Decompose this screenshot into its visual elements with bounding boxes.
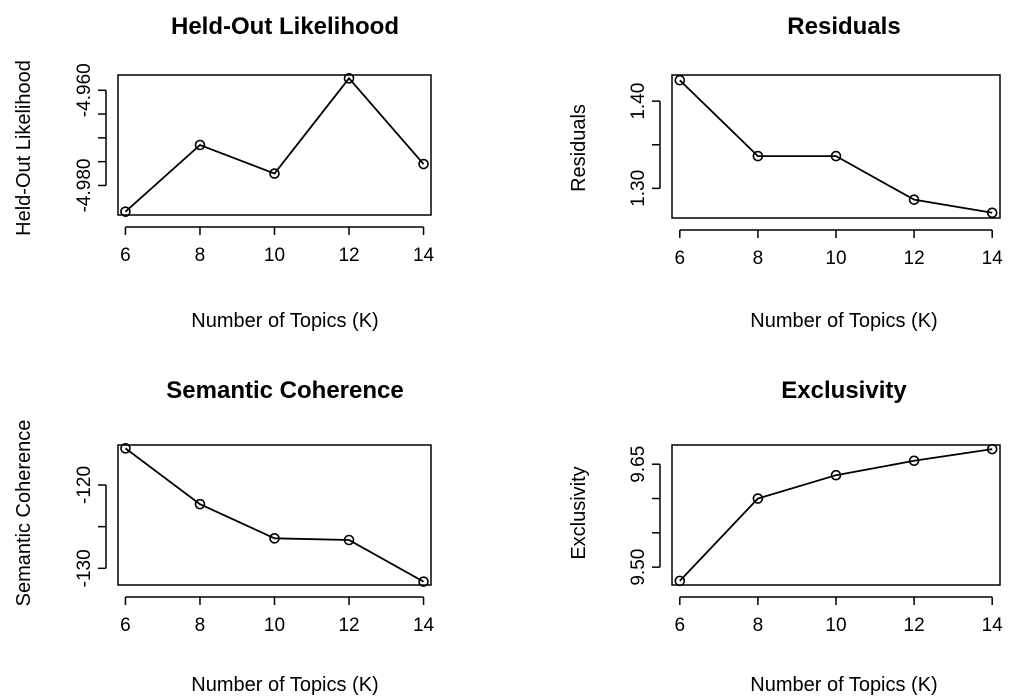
y-axis-label: Residuals (568, 104, 590, 192)
x-tick-label: 6 (675, 248, 686, 269)
x-axis-label: Number of Topics (K) (750, 310, 937, 332)
data-point (343, 534, 355, 546)
x-tick-label: 6 (120, 245, 131, 266)
y-tick-label: 9.50 (628, 549, 649, 586)
x-tick-label: 8 (195, 245, 206, 266)
data-point (986, 207, 998, 219)
data-point (120, 443, 131, 454)
chart-title: Residuals (787, 13, 900, 40)
data-point (269, 168, 280, 179)
plot-area: 6 8 10 12 14 -120 -130 (74, 443, 435, 636)
series-line (679, 448, 993, 582)
residuals-plot: Residuals Residuals Number of Topics (K)… (568, 13, 1004, 332)
x-tick-label: 14 (413, 615, 435, 636)
y-axis-label: Semantic Coherence (13, 420, 35, 607)
x-axis-label: Number of Topics (K) (750, 674, 937, 696)
chart-title: Exclusivity (781, 377, 907, 404)
semantic-coherence-panel: Semantic Coherence Semantic Coherence Nu… (0, 350, 505, 699)
data-point (120, 206, 131, 217)
data-point (674, 74, 686, 86)
x-tick-label: 12 (904, 248, 925, 269)
y-axis-label: Exclusivity (568, 466, 590, 559)
exclusivity-panel: Exclusivity Exclusivity Number of Topics… (506, 350, 1011, 699)
x-tick-label: 10 (825, 615, 846, 636)
data-point (908, 455, 920, 467)
x-tick-label: 14 (413, 245, 435, 266)
x-tick-label: 12 (338, 615, 359, 636)
x-tick-label: 8 (753, 248, 764, 269)
x-axis-label: Number of Topics (K) (191, 310, 378, 332)
data-point (343, 73, 355, 84)
data-point (418, 158, 429, 170)
y-tick-label: -130 (74, 549, 95, 587)
x-tick-label: 10 (264, 615, 285, 636)
x-tick-label: 8 (195, 615, 206, 636)
plot-area: 6 8 10 12 14 9.50 9.65 (628, 443, 1004, 636)
x-tick-label: 6 (675, 615, 686, 636)
held-out-likelihood-plot: Held-Out Likelihood Held-Out Likelihood … (13, 13, 435, 332)
y-tick-label: 1.30 (628, 170, 649, 207)
held-out-likelihood-panel: Held-Out Likelihood Held-Out Likelihood … (0, 0, 505, 349)
data-point (194, 498, 206, 510)
x-tick-label: 10 (264, 245, 285, 266)
x-tick-label: 10 (825, 248, 846, 269)
plot-area: 6 8 10 12 14 -4.960 -4.980 (74, 63, 435, 266)
x-tick-label: 12 (904, 615, 925, 636)
data-point (752, 150, 764, 162)
data-point (418, 576, 429, 587)
data-point (830, 150, 842, 162)
residuals-panel: Residuals Residuals Number of Topics (K)… (506, 0, 1011, 349)
y-tick-label: 9.65 (628, 446, 649, 483)
y-tick-label: 1.40 (628, 83, 649, 120)
data-point (752, 493, 764, 504)
chart-title: Held-Out Likelihood (171, 13, 399, 40)
plot-frame (117, 444, 432, 586)
semantic-coherence-plot: Semantic Coherence Semantic Coherence Nu… (13, 377, 435, 696)
x-tick-label: 6 (120, 615, 131, 636)
y-axis-label: Held-Out Likelihood (13, 60, 35, 236)
plot-area: 6 8 10 12 14 1.30 1.40 (628, 74, 1004, 269)
data-point (194, 139, 206, 151)
plot-frame (671, 74, 1001, 219)
series-line (124, 447, 424, 583)
plot-frame (117, 74, 432, 216)
data-point (908, 194, 920, 205)
data-point (986, 443, 998, 455)
plot-frame (671, 444, 1001, 586)
x-tick-label: 14 (982, 615, 1004, 636)
x-axis-label: Number of Topics (K) (191, 674, 378, 696)
y-tick-label: -120 (74, 466, 95, 504)
x-tick-label: 8 (753, 615, 764, 636)
exclusivity-plot: Exclusivity Exclusivity Number of Topics… (568, 377, 1004, 696)
chart-title: Semantic Coherence (166, 377, 403, 404)
y-tick-label: -4.980 (74, 159, 95, 213)
data-point (830, 469, 842, 481)
series-line (124, 76, 425, 213)
data-point (674, 575, 686, 587)
x-tick-label: 12 (338, 245, 359, 266)
x-tick-label: 14 (982, 248, 1004, 269)
data-point (269, 533, 280, 544)
series-line (679, 79, 993, 214)
y-tick-label: -4.960 (74, 63, 95, 117)
